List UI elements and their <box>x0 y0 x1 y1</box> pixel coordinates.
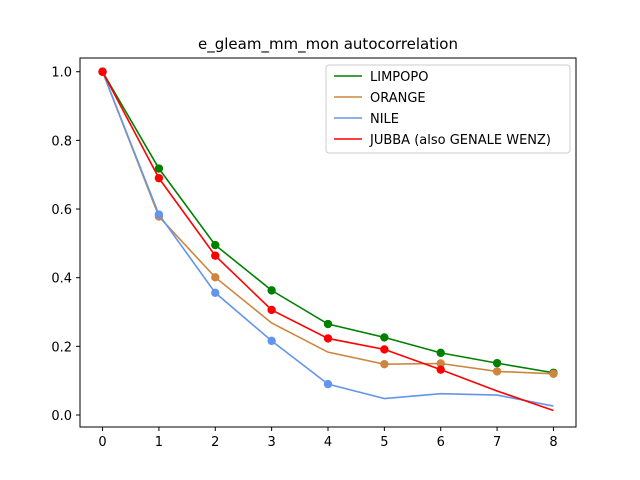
x-tick-label: 0 <box>98 435 106 450</box>
data-point <box>492 358 502 368</box>
data-point <box>323 379 333 389</box>
legend: LIMPOPO ORANGE NILE JUBBA (also GENALE WENZ… <box>325 64 571 154</box>
data-point <box>211 240 220 250</box>
data-point <box>154 173 164 183</box>
data-point <box>154 164 164 173</box>
data-point <box>98 67 107 76</box>
legend-label: ORANGE <box>370 91 426 106</box>
data-point <box>380 359 389 369</box>
axes: 0 1 2 3 4 5 6 7 8 0.0 0.2 0.4 0.6 0.8 1.0 <box>51 57 577 450</box>
data-point <box>154 210 164 219</box>
x-tick-label: 1 <box>155 435 163 450</box>
data-point <box>267 305 276 315</box>
y-tick-label: 0.8 <box>51 134 72 149</box>
x-tick-label: 4 <box>324 435 332 450</box>
x-tick-label: 3 <box>267 435 275 450</box>
x-tick-label: 7 <box>493 435 501 450</box>
legend-label: JUBBA (also GENALE WENZ) <box>369 133 551 148</box>
data-point <box>323 334 333 343</box>
legend-box <box>325 64 571 154</box>
y-tick-label: 0.2 <box>51 340 72 355</box>
data-point <box>492 367 502 376</box>
data-point <box>549 369 558 378</box>
data-point <box>267 336 276 346</box>
x-tick-label: 5 <box>380 435 388 450</box>
data-point <box>267 286 276 295</box>
data-point <box>211 288 220 297</box>
y-tick-label: 0.6 <box>51 203 72 218</box>
data-point <box>211 251 220 260</box>
legend-label: LIMPOPO <box>370 70 428 85</box>
data-point <box>380 333 389 342</box>
y-tick-label: 0.4 <box>51 272 72 287</box>
chart-title: e_gleam_mm_mon autocorrelation <box>198 35 458 54</box>
y-tick-label: 0.0 <box>51 409 72 424</box>
x-tick-label: 2 <box>211 435 219 450</box>
data-point <box>380 345 389 354</box>
plot-frame <box>79 57 577 428</box>
series-line <box>101 71 554 375</box>
data-point <box>436 348 445 358</box>
y-tick-label: 1.0 <box>51 66 72 81</box>
data-point <box>323 319 333 329</box>
x-tick-label: 8 <box>549 435 557 450</box>
legend-label: NILE <box>370 112 399 127</box>
series-lines <box>98 67 558 412</box>
data-point <box>436 359 445 368</box>
data-point <box>436 365 445 374</box>
x-tick-label: 6 <box>437 435 445 450</box>
data-point <box>211 273 220 282</box>
series-jubba-also-genale-wenz <box>98 67 554 412</box>
